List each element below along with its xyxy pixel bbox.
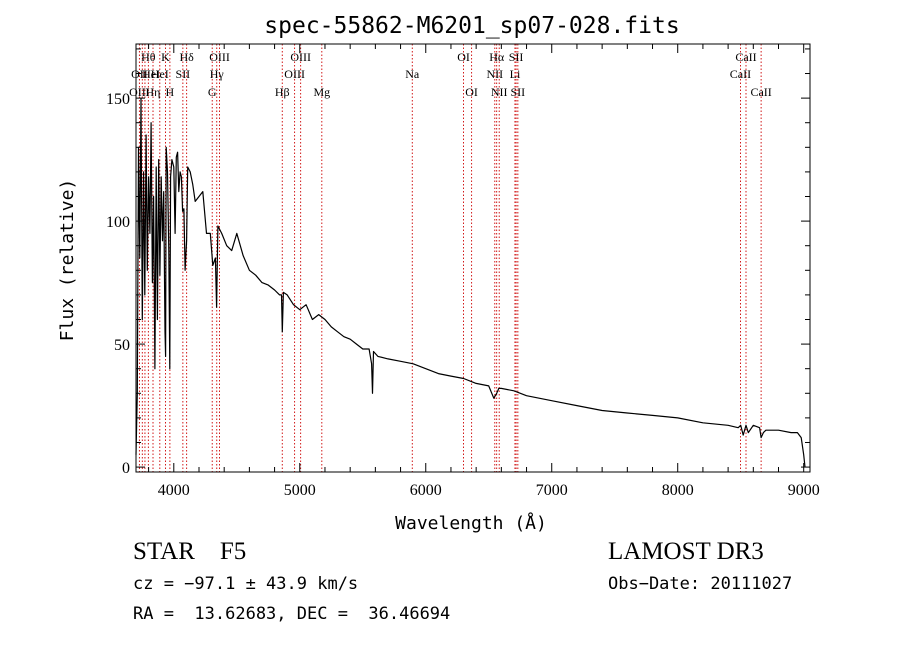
line-label: OIII [284, 67, 305, 81]
line-label: G [208, 85, 217, 99]
x-tick-label: 9000 [788, 482, 820, 499]
x-tick-label: 8000 [662, 482, 694, 499]
line-marker-layer [138, 44, 762, 472]
line-label: Hθ [141, 50, 156, 64]
axis-ticks: 4000 5000 6000 7000 8000 9000 0 50 100 150 [106, 44, 820, 499]
line-label: OIII [290, 50, 311, 64]
line-label: CaII [735, 50, 756, 64]
y-tick-label: 100 [106, 214, 130, 231]
line-label: OIII [129, 85, 150, 99]
line-label: Hα [489, 50, 505, 64]
line-label: OI [465, 85, 478, 99]
line-label: HeI [142, 67, 160, 81]
coordinates-label: RA = 13.62683, DEC = 36.46694 [133, 604, 451, 624]
chart-title: spec-55862-M6201_sp07-028.fits [264, 13, 679, 39]
x-tick-label: 7000 [536, 482, 568, 499]
y-axis-label: Flux (relative) [57, 179, 78, 342]
spectral-class-label: STAR F5 [133, 538, 247, 565]
line-label: Hβ [275, 85, 290, 99]
line-label: Hδ [179, 50, 194, 64]
line-label: CaII [750, 85, 771, 99]
line-label: OIII [209, 50, 230, 64]
line-label: NII [486, 67, 503, 81]
line-label: NII [491, 85, 508, 99]
line-label: Mg [313, 85, 330, 99]
line-label: SII [511, 85, 526, 99]
line-label: OI [457, 50, 470, 64]
obs-date-label: Obs−Date: 20111027 [608, 574, 793, 594]
line-label: SII [176, 67, 191, 81]
y-tick-label: 0 [122, 460, 130, 477]
line-label: SII [509, 50, 524, 64]
spectrum-line [135, 97, 806, 468]
survey-label: LAMOST DR3 [608, 538, 764, 565]
line-label: K [161, 50, 170, 64]
x-axis-label: Wavelength (Å) [395, 512, 547, 534]
x-tick-label: 5000 [284, 482, 316, 499]
y-tick-label: 50 [114, 337, 130, 354]
line-label: Na [405, 67, 420, 81]
plot-frame [135, 43, 811, 473]
y-tick-label: 150 [106, 91, 130, 108]
line-label: Hη [146, 85, 161, 99]
redshift-label: cz = −97.1 ± 43.9 km/s [133, 574, 359, 594]
line-label: HeI [151, 67, 169, 81]
line-label: H [166, 85, 175, 99]
line-label: Hγ [210, 67, 225, 81]
line-label: CaII [730, 67, 751, 81]
x-tick-label: 4000 [158, 482, 190, 499]
line-label: Li [510, 67, 521, 81]
x-tick-label: 6000 [410, 482, 442, 499]
